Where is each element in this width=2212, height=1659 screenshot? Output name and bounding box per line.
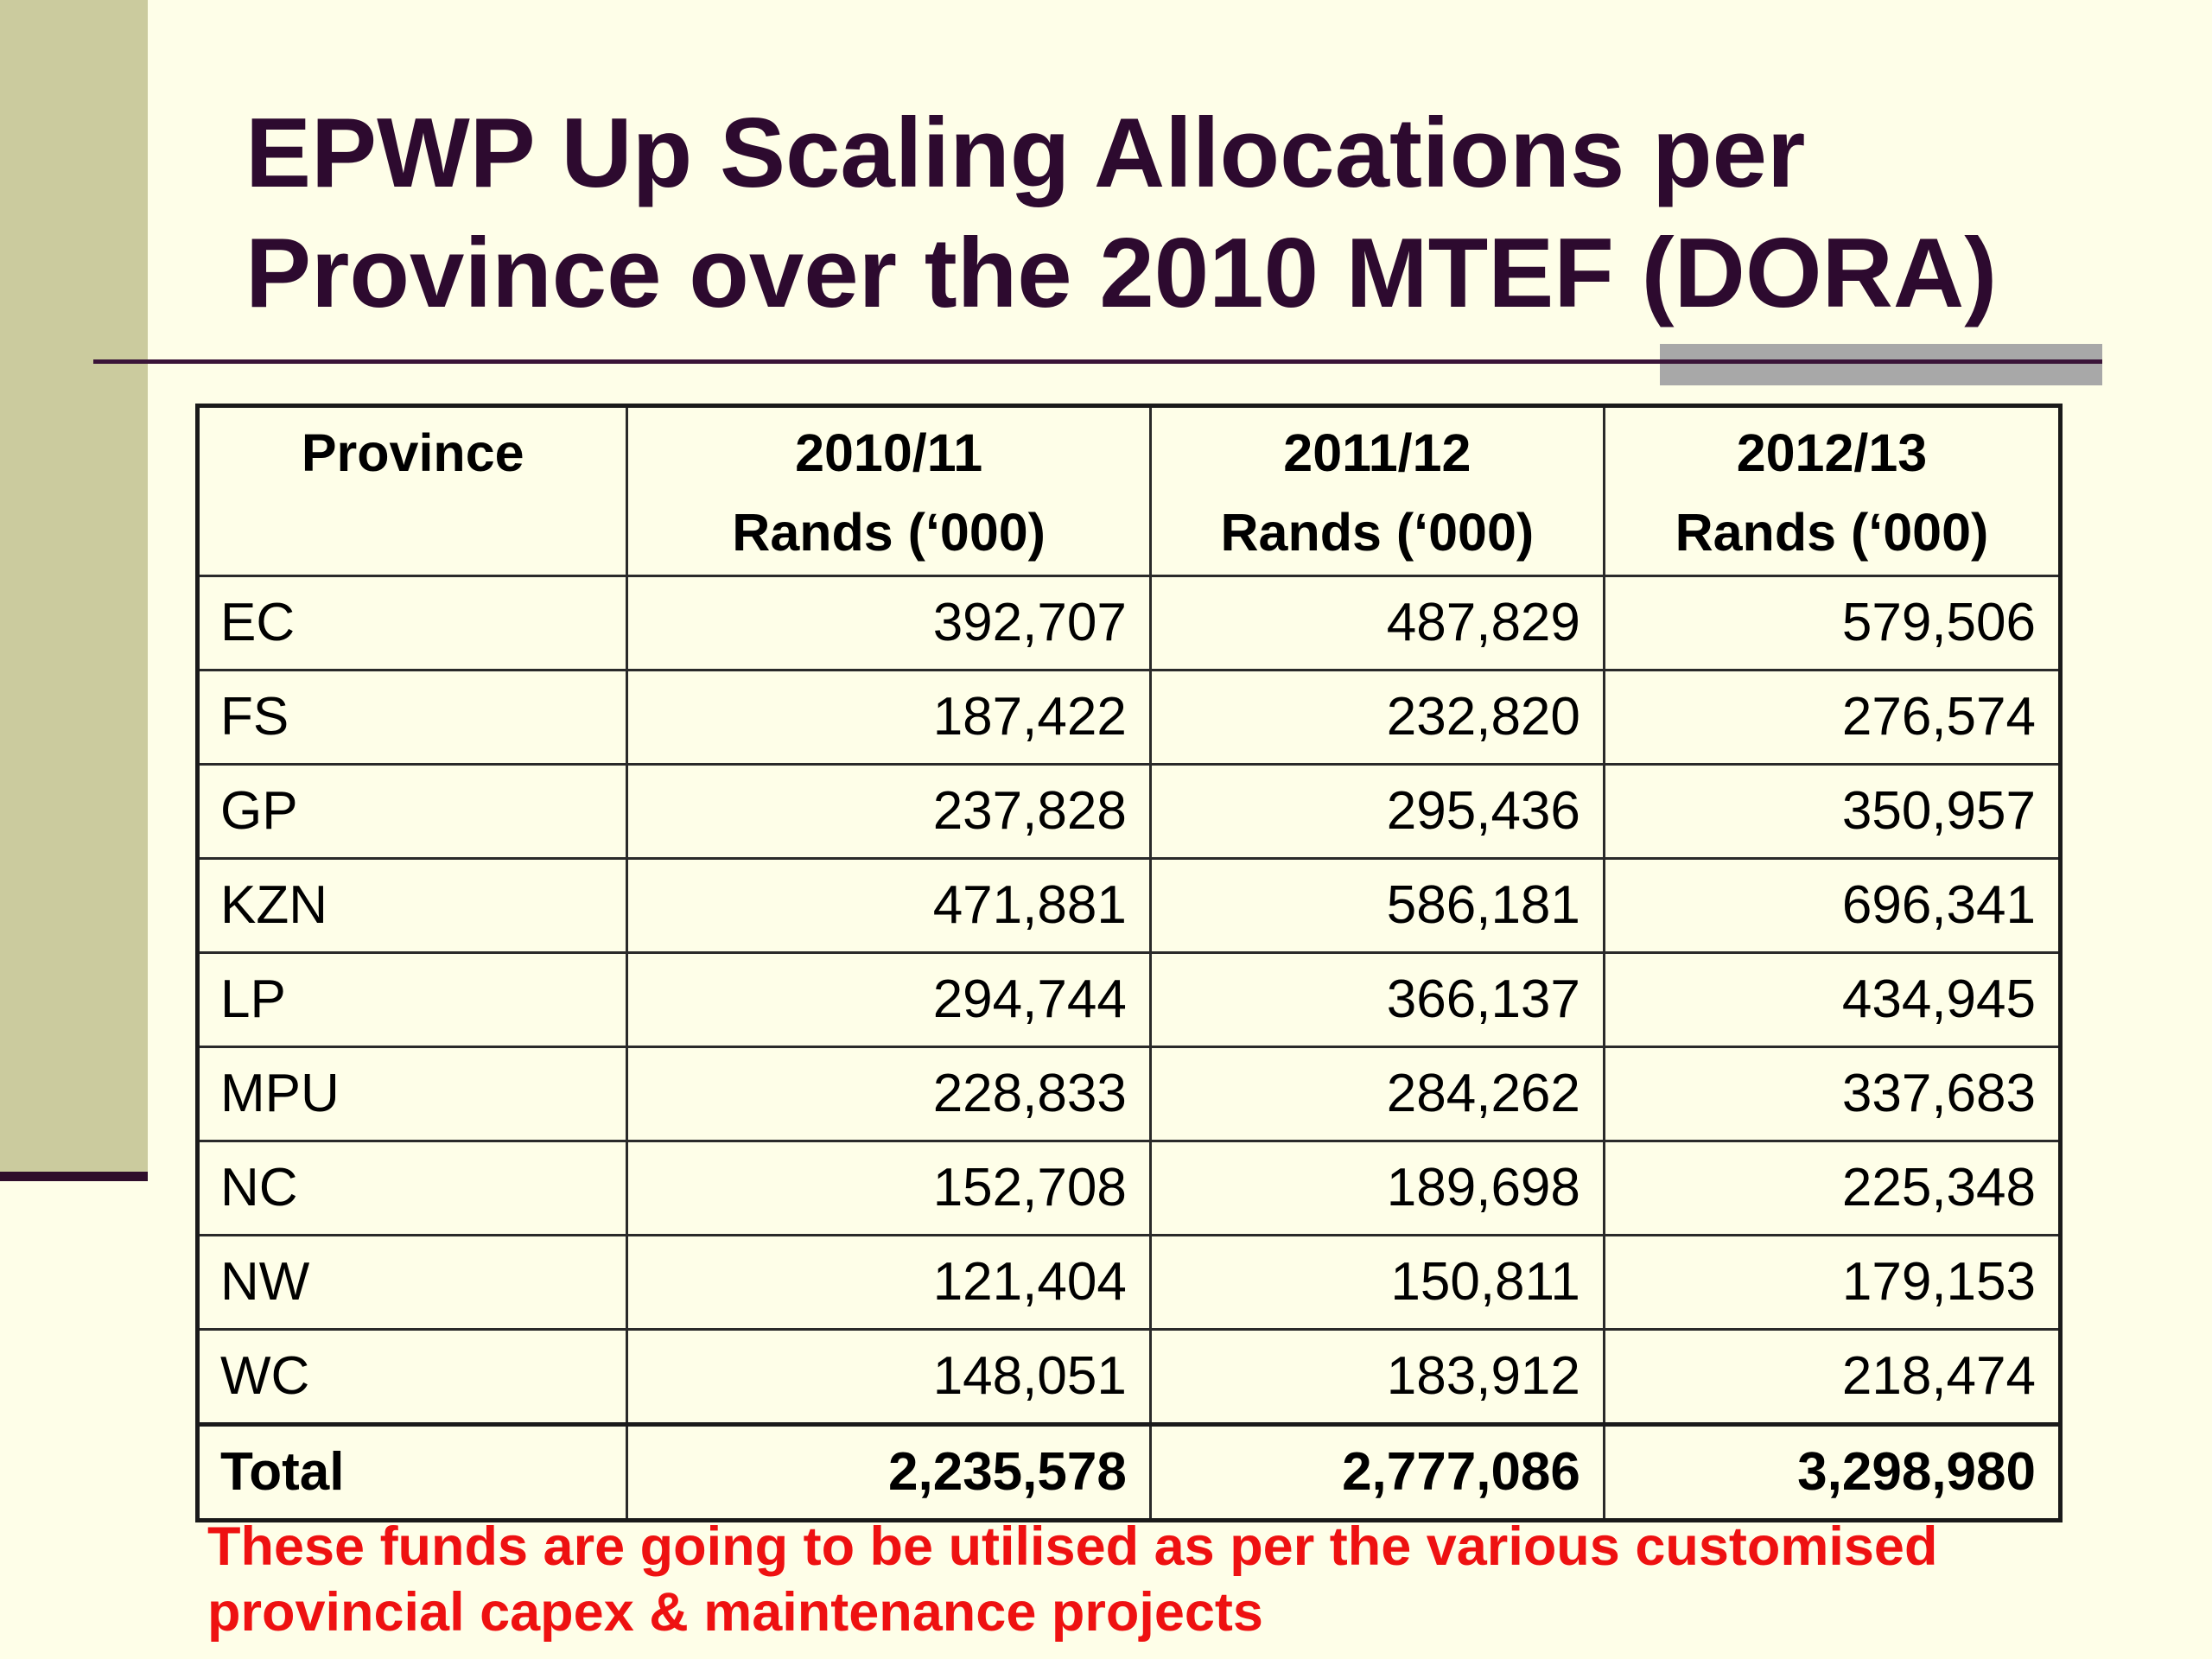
- cell-2011-12: 366,137: [1148, 951, 1605, 1048]
- cell-province: GP: [195, 763, 629, 860]
- header-2011-12: 2011/12 Rands (‘000): [1148, 404, 1605, 577]
- cell-province: NC: [195, 1140, 629, 1236]
- cell-2012-13: 579,506: [1602, 575, 2063, 671]
- cell-2011-12: 586,181: [1148, 857, 1605, 954]
- table-row: MPU 228,833 284,262 337,683: [195, 1046, 2063, 1142]
- total-2011-12: 2,777,086: [1148, 1422, 1605, 1522]
- title-divider: [93, 359, 2102, 364]
- cell-2011-12: 284,262: [1148, 1046, 1605, 1142]
- cell-2011-12: 487,829: [1148, 575, 1605, 671]
- cell-2010-11: 152,708: [626, 1140, 1152, 1236]
- allocations-table: Province 2010/11 Rands (‘000) 2011/12 Ra…: [195, 404, 2063, 1522]
- slide-title-line-2: Province over the 2010 MTEF (DORA): [245, 219, 1998, 328]
- cell-2012-13: 179,153: [1602, 1234, 2063, 1331]
- cell-2012-13: 337,683: [1602, 1046, 2063, 1142]
- header-2010-11: 2010/11 Rands (‘000): [626, 404, 1152, 577]
- header-2012-13: 2012/13 Rands (‘000): [1602, 404, 2063, 577]
- cell-2012-13: 434,945: [1602, 951, 2063, 1048]
- cell-2010-11: 294,744: [626, 951, 1152, 1048]
- table-total-row: Total 2,235,578 2,777,086 3,298,980: [195, 1422, 2063, 1522]
- header-2010-11-year: 2010/11: [795, 423, 983, 482]
- cell-2010-11: 237,828: [626, 763, 1152, 860]
- total-2012-13: 3,298,980: [1602, 1422, 2063, 1522]
- table-row: NC 152,708 189,698 225,348: [195, 1140, 2063, 1236]
- cell-2010-11: 148,051: [626, 1328, 1152, 1426]
- slide-title-line-1: EPWP Up Scaling Allocations per: [245, 99, 1806, 208]
- cell-2012-13: 276,574: [1602, 669, 2063, 766]
- title-divider-overlay: [1660, 359, 2102, 364]
- table-row: FS 187,422 232,820 276,574: [195, 669, 2063, 766]
- cell-2010-11: 392,707: [626, 575, 1152, 671]
- header-2011-12-unit: Rands (‘000): [1220, 503, 1535, 562]
- side-decor-bar: [0, 0, 148, 1178]
- footnote-line-1: These funds are going to be utilised as …: [207, 1516, 1938, 1577]
- table-row: EC 392,707 487,829 579,506: [195, 575, 2063, 671]
- cell-2012-13: 350,957: [1602, 763, 2063, 860]
- header-province: Province: [195, 404, 629, 577]
- cell-province: WC: [195, 1328, 629, 1426]
- header-2011-12-year: 2011/12: [1283, 423, 1471, 482]
- cell-province: FS: [195, 669, 629, 766]
- footnote-line-2: provincial capex & maintenance projects: [207, 1582, 1263, 1643]
- cell-2011-12: 232,820: [1148, 669, 1605, 766]
- cell-province: NW: [195, 1234, 629, 1331]
- table-row: WC 148,051 183,912 218,474: [195, 1328, 2063, 1426]
- table-row: NW 121,404 150,811 179,153: [195, 1234, 2063, 1331]
- side-decor-rule: [0, 1172, 148, 1181]
- cell-province: MPU: [195, 1046, 629, 1142]
- cell-province: EC: [195, 575, 629, 671]
- table-row: LP 294,744 366,137 434,945: [195, 951, 2063, 1048]
- cell-province: KZN: [195, 857, 629, 954]
- cell-2011-12: 183,912: [1148, 1328, 1605, 1426]
- cell-2010-11: 471,881: [626, 857, 1152, 954]
- cell-2011-12: 150,811: [1148, 1234, 1605, 1331]
- cell-2012-13: 225,348: [1602, 1140, 2063, 1236]
- header-2010-11-unit: Rands (‘000): [732, 503, 1046, 562]
- table-row: KZN 471,881 586,181 696,341: [195, 857, 2063, 954]
- header-province-label: Province: [301, 423, 524, 482]
- cell-2011-12: 295,436: [1148, 763, 1605, 860]
- table-row: GP 237,828 295,436 350,957: [195, 763, 2063, 860]
- cell-2010-11: 187,422: [626, 669, 1152, 766]
- cell-2011-12: 189,698: [1148, 1140, 1605, 1236]
- header-2012-13-year: 2012/13: [1736, 423, 1928, 482]
- footnote: These funds are going to be utilised as …: [207, 1514, 2108, 1645]
- header-2012-13-unit: Rands (‘000): [1675, 503, 1989, 562]
- cell-2012-13: 696,341: [1602, 857, 2063, 954]
- total-2010-11: 2,235,578: [626, 1422, 1152, 1522]
- slide-title: EPWP Up Scaling Allocations per Province…: [245, 93, 2146, 334]
- total-label: Total: [195, 1422, 629, 1522]
- cell-2010-11: 228,833: [626, 1046, 1152, 1142]
- cell-province: LP: [195, 951, 629, 1048]
- cell-2012-13: 218,474: [1602, 1328, 2063, 1426]
- title-accent-block: [1660, 344, 2102, 385]
- cell-2010-11: 121,404: [626, 1234, 1152, 1331]
- table-header-row: Province 2010/11 Rands (‘000) 2011/12 Ra…: [195, 404, 2063, 577]
